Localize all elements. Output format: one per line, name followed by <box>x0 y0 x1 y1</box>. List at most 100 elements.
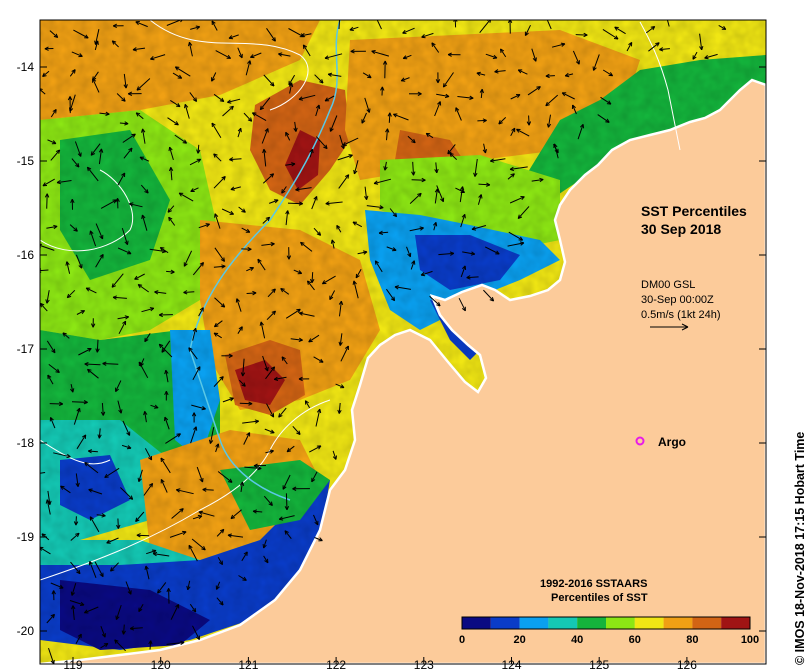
current-arrow-head <box>213 322 217 327</box>
current-arrow <box>577 124 584 140</box>
current-arrow-head <box>537 86 541 91</box>
current-arrow-head <box>462 186 465 191</box>
current-arrow-head <box>319 81 324 84</box>
current-arrow-head <box>440 198 444 203</box>
current-arrow-head <box>723 25 727 30</box>
current-arrow-head <box>300 242 303 247</box>
current-arrow-head <box>88 489 92 493</box>
current-arrow <box>394 286 411 290</box>
current-arrow <box>46 225 58 229</box>
current-arrow <box>168 216 176 226</box>
current-arrow-head <box>546 123 549 128</box>
current-arrow-head <box>137 477 140 482</box>
current-arrow-head <box>219 100 224 102</box>
current-arrow-head <box>384 166 388 171</box>
current-arrow <box>648 42 660 52</box>
current-arrow-head <box>148 482 153 486</box>
current-arrow <box>313 356 324 363</box>
current-arrow-head <box>160 479 165 483</box>
current-arrow-head <box>281 190 286 194</box>
current-arrow-head <box>124 315 129 318</box>
legend-swatch <box>519 617 549 629</box>
current-arrow-head <box>280 288 284 293</box>
current-arrow <box>237 47 243 59</box>
current-arrow <box>222 105 234 117</box>
current-arrow <box>213 176 226 189</box>
current-arrow-head <box>87 166 92 170</box>
current-arrow <box>485 53 498 59</box>
current-arrow-head <box>315 104 320 109</box>
current-arrow <box>309 445 322 453</box>
current-arrow-head <box>554 143 558 148</box>
current-arrow-head <box>347 174 350 179</box>
x-tick-label: 119 <box>63 658 82 672</box>
current-arrow-head <box>135 519 140 522</box>
current-arrow-head <box>176 433 181 435</box>
current-arrow-head <box>112 296 117 300</box>
current-arrow <box>216 581 221 590</box>
current-arrow-head <box>206 223 210 228</box>
current-arrow-head <box>254 419 259 422</box>
current-arrow-head <box>128 250 132 255</box>
current-arrow-head <box>53 659 55 664</box>
current-arrow-head <box>520 242 525 246</box>
current-arrow-head <box>270 366 275 370</box>
current-arrow-head <box>77 633 82 637</box>
current-arrow-head <box>80 604 85 606</box>
current-arrow-head <box>87 368 92 371</box>
current-arrow-head <box>264 560 269 564</box>
current-arrow-head <box>56 179 61 184</box>
current-arrow <box>287 202 303 205</box>
current-arrow <box>561 92 575 100</box>
current-arrow-head <box>368 74 372 78</box>
current-arrow-head <box>565 75 570 78</box>
current-arrow-head <box>419 226 424 229</box>
current-arrow-head <box>311 149 314 154</box>
current-arrow <box>132 47 146 51</box>
current-arrow-head <box>339 342 343 346</box>
current-arrow-head <box>51 350 56 354</box>
current-arrow <box>507 242 524 247</box>
current-arrow-head <box>443 84 448 88</box>
percentile-legend: 0 20 40 60 80 100 <box>459 616 759 646</box>
current-arrow-head <box>493 54 498 59</box>
current-arrow <box>96 339 99 353</box>
current-arrow <box>338 20 340 30</box>
current-arrow <box>189 603 197 613</box>
current-arrow-head <box>572 104 576 109</box>
current-arrow-head <box>469 97 474 100</box>
current-arrow-head <box>183 290 188 293</box>
current-arrow <box>110 562 119 572</box>
current-arrow-head <box>42 75 47 77</box>
current-arrow-head <box>188 42 190 47</box>
current-arrow-head <box>321 79 324 84</box>
current-arrow-head <box>75 164 80 168</box>
current-arrow-head <box>98 148 102 153</box>
current-arrow-head <box>478 194 482 198</box>
current-time-label: 30-Sep 00:00Z <box>641 294 714 306</box>
current-arrow-head <box>518 216 523 219</box>
current-arrow-head <box>120 409 123 414</box>
current-arrow-head <box>90 323 94 328</box>
current-arrow-head <box>50 660 55 664</box>
current-arrow <box>73 408 81 425</box>
current-arrow <box>237 326 243 334</box>
current-arrow <box>94 561 104 577</box>
current-arrow-head <box>338 15 340 19</box>
current-arrow <box>216 529 225 537</box>
current-arrow-head <box>223 176 226 181</box>
current-arrow <box>129 203 143 208</box>
current-arrow <box>169 531 187 538</box>
current-arrow-head <box>270 414 274 418</box>
current-arrow <box>411 179 426 181</box>
current-arrow-head <box>144 339 149 343</box>
current-arrow-head <box>615 35 619 40</box>
current-arrow-head <box>374 183 379 185</box>
current-arrow <box>150 404 159 409</box>
current-arrow <box>71 51 83 57</box>
current-arrow-head <box>482 118 487 121</box>
current-arrow-head <box>361 120 366 124</box>
current-arrow-head <box>421 34 425 38</box>
current-arrow <box>92 78 100 93</box>
current-arrow-head <box>273 376 278 380</box>
